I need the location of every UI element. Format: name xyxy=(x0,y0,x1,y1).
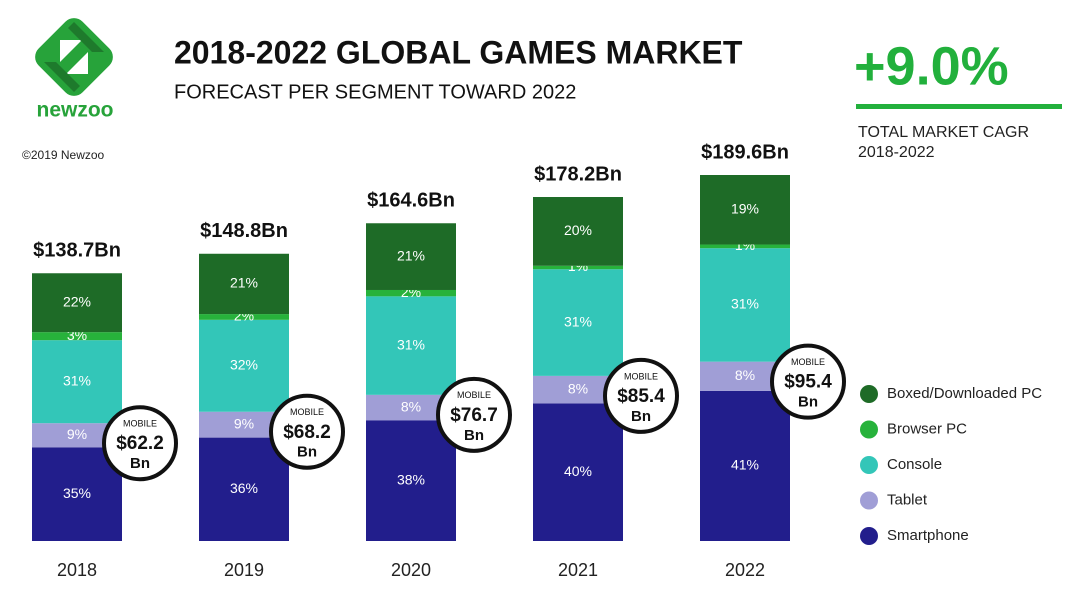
mobile-value: $62.2 xyxy=(116,433,164,454)
mobile-badge xyxy=(269,393,345,470)
segment-label: 32% xyxy=(230,356,258,372)
bar-segment xyxy=(199,319,289,412)
x-tick-label: 2021 xyxy=(558,560,598,580)
mobile-unit: Bn xyxy=(631,408,651,425)
segment-label: 31% xyxy=(63,372,91,388)
bar-segment xyxy=(700,248,790,362)
x-tick-label: 2018 xyxy=(57,560,97,580)
mobile-badge xyxy=(102,405,178,482)
legend-swatch xyxy=(860,491,878,510)
mobile-unit: Bn xyxy=(798,394,818,411)
logo-stripes xyxy=(60,40,88,74)
x-tick-label: 2020 xyxy=(391,560,431,580)
bar-segment xyxy=(366,223,456,290)
total-label: $138.7Bn xyxy=(33,240,121,262)
legend-swatch xyxy=(860,456,878,474)
mobile-value: $68.2 xyxy=(283,422,331,443)
segment-label: 20% xyxy=(564,222,592,238)
mobile-caption: MOBILE xyxy=(123,419,157,429)
legend-swatch xyxy=(860,420,878,439)
bar-segment xyxy=(700,244,790,249)
logo-diamond xyxy=(35,18,113,96)
chart-subtitle: FORECAST PER SEGMENT TOWARD 2022 xyxy=(174,81,576,103)
segment-label: 31% xyxy=(564,313,592,329)
mobile-unit: Bn xyxy=(130,455,150,472)
segment-label: 22% xyxy=(63,293,91,309)
total-label: $148.8Bn xyxy=(200,220,288,242)
legend-label: Tablet xyxy=(887,491,928,508)
brand: newzoo xyxy=(37,99,114,122)
bar-segment xyxy=(533,197,623,266)
segment-label: 31% xyxy=(397,336,425,352)
segment-label: 36% xyxy=(230,480,258,496)
logo-shade xyxy=(44,22,104,92)
x-tick-label: 2022 xyxy=(725,560,765,580)
total-label: $178.2Bn xyxy=(534,163,622,185)
segment-label: 31% xyxy=(731,296,759,312)
segment-label: 9% xyxy=(234,415,254,431)
cagr-caption: TOTAL MARKET CAGR xyxy=(858,124,1029,141)
total-label: $189.6Bn xyxy=(701,141,789,163)
segment-label: 35% xyxy=(63,485,91,501)
mobile-value: $85.4 xyxy=(617,386,665,407)
bar-segment xyxy=(533,269,623,376)
segment-label: 21% xyxy=(397,247,425,263)
mobile-value: $76.7 xyxy=(450,405,498,426)
segment-label: 8% xyxy=(568,380,588,396)
legend-label: Boxed/Downloaded PC xyxy=(887,385,1042,402)
mobile-unit: Bn xyxy=(297,444,317,461)
legend-swatch xyxy=(860,385,878,403)
bar-segment xyxy=(199,253,289,315)
bar-segment xyxy=(533,265,623,270)
segment-label: 9% xyxy=(67,426,87,442)
mobile-badge xyxy=(436,376,512,453)
bar-segment xyxy=(32,273,122,333)
bar-segment xyxy=(700,175,790,245)
cagr-underline xyxy=(856,104,1062,109)
bar-segment xyxy=(32,332,122,341)
segment-label: 8% xyxy=(401,398,421,414)
bar-segment xyxy=(700,390,790,541)
cagr-value: +9.0% xyxy=(854,36,1009,96)
legend-label: Smartphone xyxy=(887,527,969,544)
cagr-period: 2018-2022 xyxy=(858,144,935,161)
segment-label: 21% xyxy=(230,275,258,291)
total-label: $164.6Bn xyxy=(367,190,455,212)
x-tick-label: 2019 xyxy=(224,560,264,580)
legend-label: Console xyxy=(887,456,942,473)
mobile-caption: MOBILE xyxy=(457,390,491,400)
bar-segment xyxy=(366,289,456,297)
mobile-badge xyxy=(603,357,679,434)
segment-label: 19% xyxy=(731,200,759,216)
segment-label: 38% xyxy=(397,471,425,487)
bar-segment xyxy=(366,296,456,395)
mobile-caption: MOBILE xyxy=(624,371,658,381)
bar-segment xyxy=(366,420,456,541)
bar-segment xyxy=(533,403,623,541)
logo xyxy=(35,18,113,96)
copyright: ©2019 Newzoo xyxy=(22,148,105,162)
chart-title: 2018-2022 GLOBAL GAMES MARKET xyxy=(174,34,743,70)
segment-label: 41% xyxy=(731,457,759,473)
bar-segment xyxy=(199,437,289,541)
mobile-badge xyxy=(770,343,846,420)
mobile-value: $95.4 xyxy=(784,372,832,393)
segment-label: 40% xyxy=(564,463,592,479)
bar-segment xyxy=(199,314,289,320)
mobile-unit: Bn xyxy=(464,427,484,444)
legend-swatch xyxy=(860,527,878,545)
bar-segment xyxy=(32,340,122,424)
mobile-caption: MOBILE xyxy=(791,357,825,367)
legend-label: Browser PC xyxy=(887,420,967,437)
bar-segment xyxy=(32,447,122,541)
segment-label: 8% xyxy=(735,367,755,383)
mobile-caption: MOBILE xyxy=(290,407,324,417)
